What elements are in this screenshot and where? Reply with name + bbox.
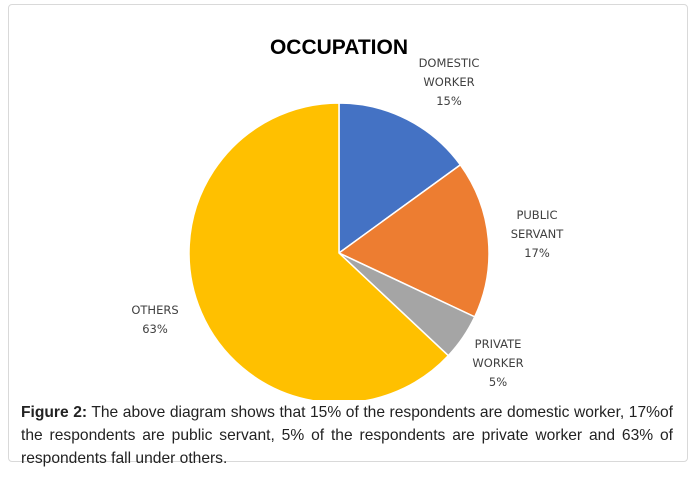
value-label: 5% — [489, 375, 507, 389]
category-label: DOMESTIC WORKER — [419, 56, 480, 89]
caption-text: The above diagram shows that 15% of the … — [21, 404, 673, 467]
slice-label: PRIVATE WORKER 5% — [472, 337, 523, 389]
category-word: WORKER — [472, 356, 523, 370]
caption: Figure 2: The above diagram shows that 1… — [21, 401, 673, 470]
category-word: PUBLIC — [516, 208, 557, 222]
pie-slice — [337, 163, 490, 318]
pie-slice — [338, 102, 462, 255]
chart: OCCUPATION DOMESTIC WORKER 15% PUBLIC SERVAN… — [131, 36, 565, 400]
category-label: PRIVATE WORKER — [472, 337, 523, 370]
slice-label: PUBLIC SERVANT 17% — [511, 208, 565, 260]
category-word: WORKER — [423, 75, 474, 89]
category-word: PRIVATE — [475, 337, 522, 351]
pie-slice — [188, 102, 450, 400]
value-label: 17% — [524, 246, 550, 260]
chart-title: OCCUPATION — [270, 36, 408, 59]
category-word: SERVANT — [511, 227, 565, 241]
category-label: OTHERS — [131, 303, 178, 317]
value-label: 63% — [142, 322, 168, 336]
caption-label: Figure 2: — [21, 404, 88, 421]
frame — [8, 4, 688, 462]
slice-label: OTHERS 63% — [131, 303, 178, 336]
category-label: PUBLIC SERVANT — [511, 208, 565, 241]
value-label: 15% — [436, 94, 462, 108]
category-word: DOMESTIC — [419, 56, 480, 70]
slice-label: DOMESTIC WORKER 15% — [419, 56, 480, 108]
category-word: OTHERS — [131, 303, 178, 317]
